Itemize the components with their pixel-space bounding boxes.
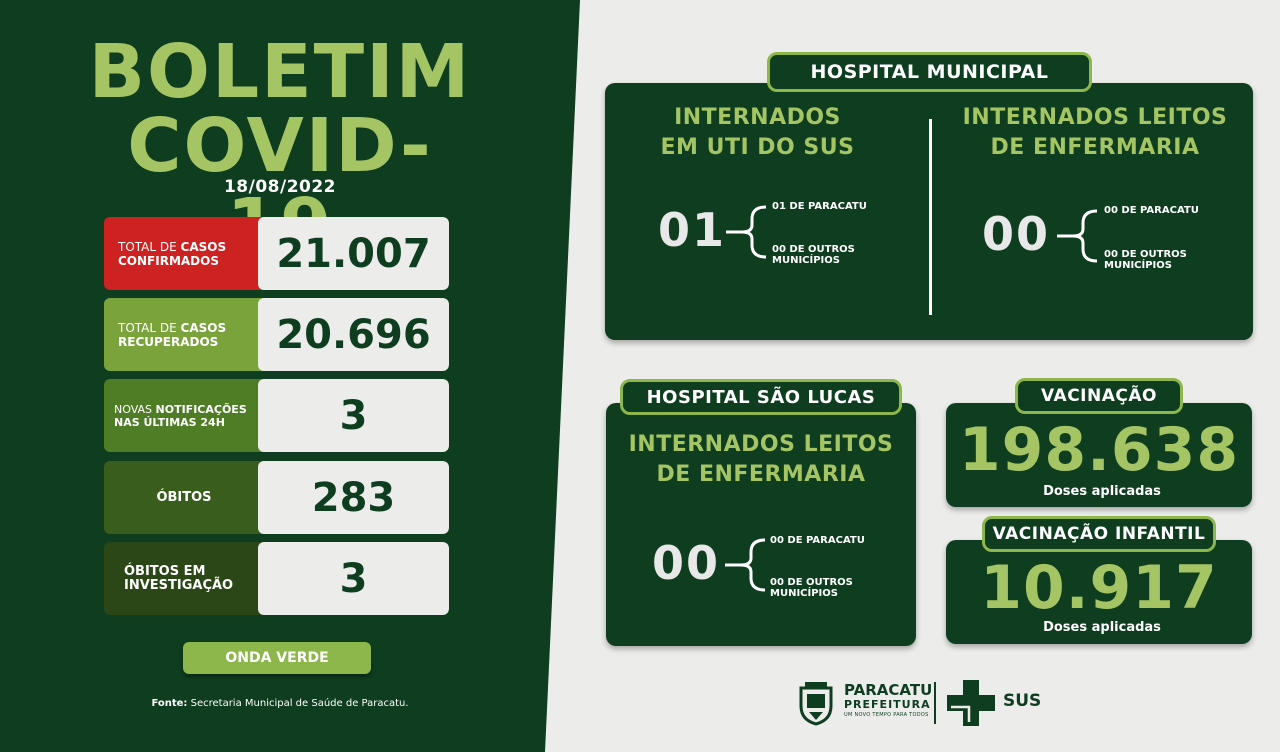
vacinacao-infantil-value: 10.917: [980, 553, 1218, 623]
stat-novas-notificacoes: NOVAS NOTIFICAÇÕES NAS ÚLTIMAS 24H 3: [104, 379, 449, 452]
enfermaria-outros-line2: MUNICÍPIOS: [1104, 260, 1172, 271]
uti-title-line2: EM UTI DO SUS: [660, 135, 855, 160]
label-line2: CONFIRMADOS: [118, 253, 219, 268]
sus-cross-icon: [947, 680, 995, 726]
uti-outros-line1: 00 DE OUTROS: [772, 244, 855, 255]
label-line2: RECUPERADOS: [118, 334, 219, 349]
sao-lucas-brace-icon: [725, 538, 766, 592]
paracatu-crest-icon: [799, 682, 833, 726]
stat-obitos: ÓBITOS 283: [104, 461, 449, 534]
stat-value: 21.007: [258, 217, 449, 290]
stat-value: 283: [258, 461, 449, 534]
stat-obitos-investigacao: ÓBITOS EM INVESTIGAÇÃO 3: [104, 542, 449, 615]
stat-label: TOTAL DE CASOS CONFIRMADOS: [104, 217, 264, 290]
panel-divider: [929, 119, 932, 315]
stat-label: TOTAL DE CASOS RECUPERADOS: [104, 298, 264, 371]
uti-total: 01: [658, 203, 727, 257]
label-bold: NOTIFICAÇÕES: [155, 402, 247, 416]
sao-lucas-title-line1: INTERNADOS LEITOS: [628, 432, 894, 457]
onda-verde-badge: ONDA VERDE: [183, 642, 371, 674]
sao-lucas-total: 00: [652, 536, 721, 590]
sao-lucas-title-line2: DE ENFERMARIA: [656, 462, 866, 487]
vacinacao-panel: [946, 403, 1252, 507]
stat-value: 3: [258, 379, 449, 452]
enfermaria-outros-line1: 00 DE OUTROS: [1104, 249, 1187, 260]
enfermaria-total: 00: [982, 207, 1051, 261]
vacinacao-infantil-panel: [946, 540, 1252, 644]
footer-paracatu: PARACATU: [844, 681, 933, 699]
label-normal: TOTAL DE: [118, 239, 181, 254]
uti-paracatu: 01 DE PARACATU: [772, 201, 867, 212]
enfermaria-title-line1: INTERNADOS LEITOS: [962, 105, 1228, 130]
footer-sus: SUS: [1003, 691, 1042, 711]
uti-title: INTERNADOS EM UTI DO SUS: [625, 103, 890, 163]
sao-lucas-paracatu: 00 DE PARACATU: [770, 535, 865, 546]
enfermaria-outros: 00 DE OUTROS MUNICÍPIOS: [1104, 249, 1187, 271]
uti-title-line1: INTERNADOS: [674, 105, 841, 130]
enfermaria-title-line2: DE ENFERMARIA: [990, 135, 1200, 160]
vacinacao-label: Doses aplicadas: [1043, 484, 1161, 499]
label-bold: CASOS: [180, 320, 227, 335]
footer-prefeitura: PREFEITURA: [844, 698, 931, 711]
stat-value: 3: [258, 542, 449, 615]
label-line2: NAS ÚLTIMAS 24H: [114, 415, 225, 429]
sao-lucas-outros-line2: MUNICÍPIOS: [770, 588, 838, 599]
bulletin-date: 18/08/2022: [223, 177, 337, 197]
label-line2: INVESTIGAÇÃO: [124, 577, 234, 593]
label-line1: ÓBITOS EM: [124, 563, 206, 579]
label-normal: TOTAL DE: [118, 320, 181, 335]
stat-casos-confirmados: TOTAL DE CASOS CONFIRMADOS 21.007: [104, 217, 449, 290]
stat-label: ÓBITOS EM INVESTIGAÇÃO: [104, 542, 264, 615]
stat-label: ÓBITOS: [104, 461, 264, 534]
hospital-sao-lucas-panel: [606, 403, 916, 646]
footer-slogan: UM NOVO TEMPO PARA TODOS: [844, 712, 929, 718]
hospital-municipal-tab: HOSPITAL MUNICIPAL: [767, 52, 1092, 92]
hospital-sao-lucas-tab: HOSPITAL SÃO LUCAS: [620, 379, 902, 415]
uti-outros: 00 DE OUTROS MUNICÍPIOS: [772, 244, 855, 266]
source-label: Fonte:: [151, 698, 188, 709]
vacinacao-value: 198.638: [958, 415, 1240, 485]
uti-outros-line2: MUNICÍPIOS: [772, 255, 840, 266]
stat-casos-recuperados: TOTAL DE CASOS RECUPERADOS 20.696: [104, 298, 449, 371]
bulletin-title-line1: BOLETIM: [88, 29, 472, 115]
enfermaria-brace-icon: [1057, 209, 1098, 263]
uti-brace-icon: [726, 205, 767, 259]
footer-separator: [934, 682, 936, 724]
source-note: Fonte: Secretaria Municipal de Saúde de …: [110, 698, 450, 709]
left-panel-background: [0, 0, 580, 752]
sao-lucas-title: INTERNADOS LEITOS DE ENFERMARIA: [616, 430, 906, 490]
vacinacao-infantil-label: Doses aplicadas: [1043, 620, 1161, 635]
enfermaria-title: INTERNADOS LEITOS DE ENFERMARIA: [945, 103, 1245, 163]
source-text: Secretaria Municipal de Saúde de Paracat…: [187, 698, 409, 709]
vacinacao-tab: VACINAÇÃO: [1015, 378, 1183, 414]
sao-lucas-outros-line1: 00 DE OUTROS: [770, 577, 853, 588]
enfermaria-paracatu: 00 DE PARACATU: [1104, 205, 1199, 216]
vacinacao-infantil-tab: VACINAÇÃO INFANTIL: [982, 516, 1216, 552]
sao-lucas-outros: 00 DE OUTROS MUNICÍPIOS: [770, 577, 853, 599]
stat-label: NOVAS NOTIFICAÇÕES NAS ÚLTIMAS 24H: [104, 379, 264, 452]
label-bold: CASOS: [180, 239, 227, 254]
stat-value: 20.696: [258, 298, 449, 371]
label-normal: NOVAS: [114, 402, 156, 416]
